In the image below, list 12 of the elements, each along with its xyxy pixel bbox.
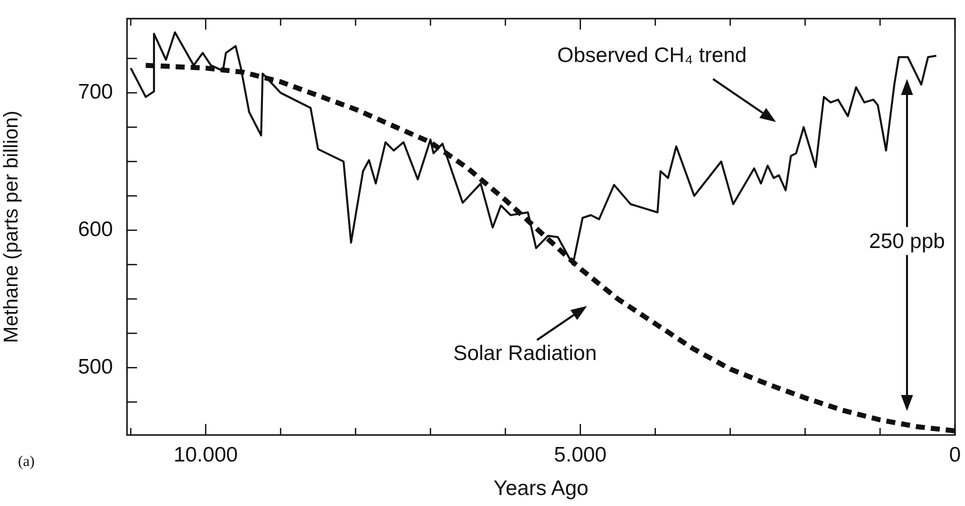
y-tick-label: 700 — [78, 80, 113, 104]
x-tick-label: 0 — [949, 443, 961, 466]
y-tick-label: 500 — [78, 355, 113, 378]
text: (a) — [18, 454, 35, 470]
annotation: 250 ppb — [869, 230, 945, 253]
x-tick-label: 5.000 — [554, 443, 607, 466]
x-axis-title: Years Ago — [494, 477, 588, 500]
annotation: Observed CH₄ trend — [557, 44, 747, 67]
x-tick-label: 10.000 — [174, 443, 238, 466]
y-tick-label: 600 — [78, 218, 113, 242]
annotation: Solar Radiation — [453, 342, 597, 365]
y-axis-title: Methane (parts per billion) — [0, 110, 23, 343]
